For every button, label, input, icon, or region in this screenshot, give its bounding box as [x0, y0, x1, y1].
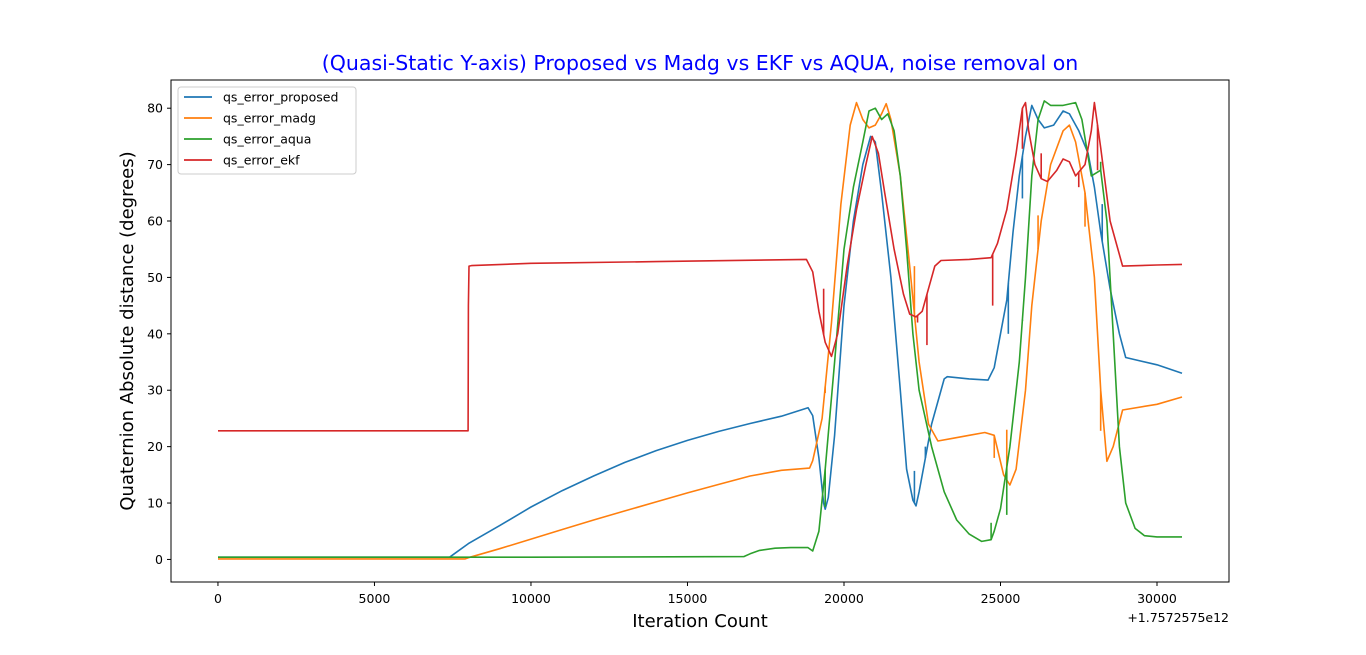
plot-frame [170, 79, 1230, 583]
series-line-qs_error_proposed [218, 104, 1183, 558]
x-tick-label: 30000 [1137, 591, 1177, 606]
series-layer [218, 100, 1183, 560]
x-tick-label: 5000 [359, 591, 391, 606]
y-tick-label: 50 [147, 270, 163, 285]
x-axis-ticks: 0 5000 10000 15000 20000 25000 30000 [214, 582, 1177, 606]
plot-area [170, 79, 1230, 583]
legend-label: qs_error_madg [223, 111, 316, 126]
legend-label: qs_error_proposed [223, 90, 338, 105]
legend-box [177, 86, 357, 175]
y-axis-ticks: 0 10 20 30 40 50 60 70 80 [147, 101, 171, 567]
x-axis-label: Iteration Count [632, 611, 768, 632]
x-tick-label: 10000 [511, 591, 551, 606]
x-offset-label: +1.7572575e12 [1127, 610, 1229, 625]
chart-title: (Quasi-Static Y-axis) Proposed vs Madg v… [322, 51, 1079, 75]
x-tick-label: 20000 [824, 591, 864, 606]
y-tick-label: 70 [147, 157, 163, 172]
x-tick-label: 15000 [668, 591, 708, 606]
y-tick-label: 0 [155, 552, 163, 567]
y-tick-label: 30 [147, 383, 163, 398]
y-tick-label: 40 [147, 326, 163, 341]
y-tick-label: 80 [147, 101, 163, 116]
legend-label: qs_error_aqua [223, 132, 311, 147]
y-tick-label: 10 [147, 496, 163, 511]
x-tick-label: 25000 [981, 591, 1021, 606]
legend: qs_error_proposed qs_error_madg qs_error_a… [177, 86, 357, 175]
series-line-qs_error_ekf [218, 101, 1183, 432]
series-line-qs_error_aqua [218, 100, 1182, 558]
x-tick-label: 0 [214, 591, 222, 606]
legend-label: qs_error_ekf [223, 153, 300, 168]
y-tick-label: 20 [147, 439, 163, 454]
y-axis-label: Quaternion Absolute distance (degrees) [117, 151, 138, 510]
y-tick-label: 60 [147, 214, 163, 229]
